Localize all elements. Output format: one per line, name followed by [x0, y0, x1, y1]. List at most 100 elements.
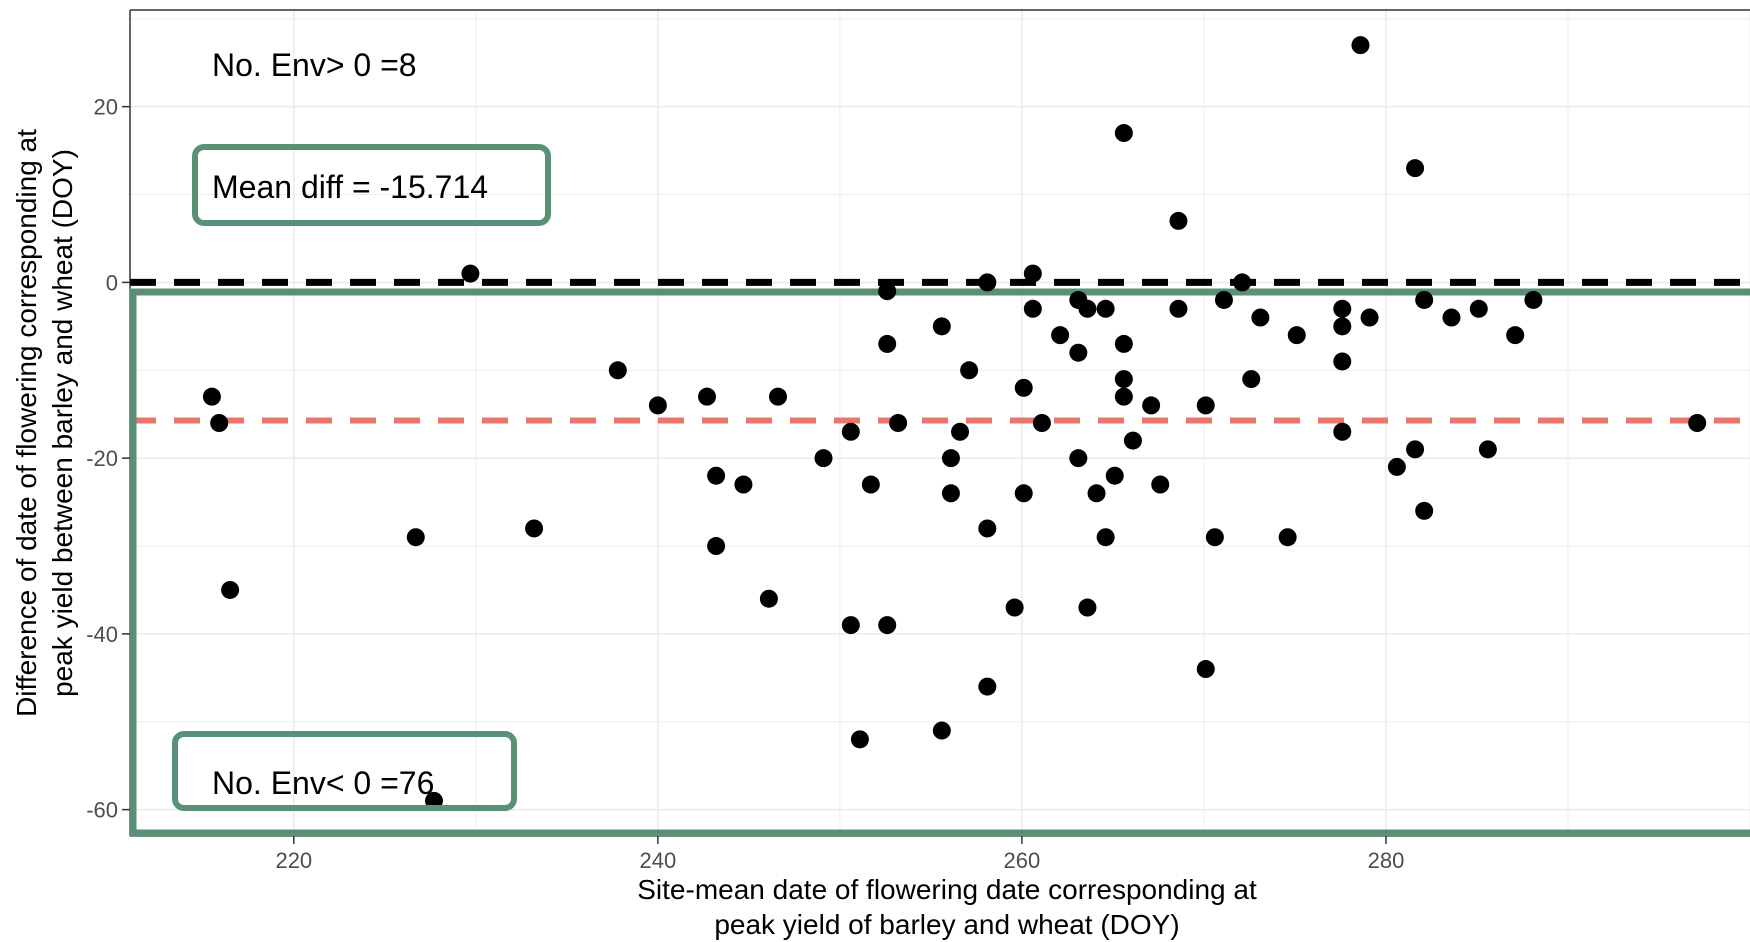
data-point — [1169, 211, 1188, 230]
data-point — [1078, 299, 1097, 318]
data-point — [1032, 414, 1051, 432]
data-point — [1014, 378, 1033, 397]
data-point — [1387, 457, 1406, 476]
data-point — [1287, 326, 1306, 345]
data-point — [1023, 264, 1042, 283]
x-tick-label: 240 — [640, 848, 677, 873]
data-point — [1169, 299, 1188, 318]
y-tick-label: 20 — [94, 95, 118, 120]
data-point — [814, 449, 833, 468]
data-point — [769, 387, 787, 406]
data-point — [759, 589, 778, 608]
data-point — [202, 387, 221, 406]
annotation-env-below: No. Env< 0 =76 — [212, 765, 434, 801]
data-point — [1406, 159, 1425, 178]
data-point — [1233, 273, 1252, 292]
grid-lines — [130, 10, 1750, 836]
y-axis-ticks: 20 0 -20 -40 -60 — [86, 95, 130, 823]
data-point — [1251, 308, 1270, 327]
data-point — [1478, 440, 1497, 459]
data-point — [1242, 370, 1261, 389]
data-point — [960, 361, 979, 380]
data-point — [1351, 36, 1370, 55]
data-point — [850, 730, 869, 749]
x-tick-label: 280 — [1368, 848, 1405, 873]
y-tick-label: 0 — [106, 270, 118, 295]
y-axis-title-line-2: peak yield between barley and wheat (DOY… — [47, 149, 78, 697]
data-point — [1196, 396, 1215, 415]
data-point — [608, 361, 627, 380]
data-point — [1051, 326, 1070, 345]
mean-diff-box — [192, 144, 551, 226]
data-point — [1415, 501, 1434, 520]
data-point — [221, 580, 240, 599]
data-point — [1114, 334, 1133, 353]
data-point — [1469, 299, 1488, 318]
y-tick-label: -20 — [86, 446, 118, 471]
data-point — [707, 537, 726, 556]
data-point — [1014, 484, 1033, 503]
data-point — [1069, 343, 1088, 362]
annotation-mean-diff: Mean diff = -15.714 — [212, 169, 488, 205]
data-point — [1333, 299, 1352, 318]
data-point — [1142, 396, 1161, 415]
x-tick-label: 220 — [275, 848, 312, 873]
data-point — [1105, 466, 1124, 485]
data-point — [648, 396, 667, 415]
data-point — [1442, 308, 1461, 327]
data-point — [878, 282, 897, 301]
data-point — [1214, 290, 1233, 309]
data-point — [978, 273, 997, 292]
data-point — [1151, 475, 1170, 494]
data-point — [525, 519, 544, 538]
data-point — [1114, 387, 1133, 406]
data-point — [1069, 449, 1088, 468]
data-point — [941, 449, 960, 468]
data-point — [1096, 528, 1115, 547]
data-point — [932, 317, 951, 336]
data-point — [1333, 422, 1352, 441]
data-point — [841, 422, 860, 441]
x-axis-title-line-2: peak yield of barley and wheat (DOY) — [714, 909, 1179, 940]
data-point — [1196, 660, 1215, 679]
data-point — [1360, 308, 1379, 327]
y-axis-title-line-1: Difference of date of flowering correspo… — [11, 129, 42, 717]
data-point — [932, 721, 951, 740]
data-point — [951, 422, 970, 441]
y-tick-label: -60 — [86, 798, 118, 823]
data-point — [878, 334, 897, 353]
data-point — [1205, 528, 1224, 547]
data-point — [1278, 528, 1297, 547]
data-point — [1333, 352, 1352, 371]
data-points — [202, 36, 1707, 810]
x-axis-title-line-1: Site-mean date of flowering date corresp… — [637, 874, 1257, 905]
data-point — [1123, 431, 1142, 450]
data-point — [1415, 290, 1434, 309]
data-point — [698, 387, 717, 406]
data-point — [734, 475, 753, 494]
data-point — [1506, 326, 1525, 345]
y-tick-label: -40 — [86, 622, 118, 647]
data-point — [1096, 299, 1115, 318]
x-axis-ticks: 220 240 260 280 — [275, 836, 1404, 873]
data-point — [978, 677, 997, 696]
data-point — [1005, 598, 1024, 617]
data-point — [841, 616, 860, 635]
data-point — [1688, 414, 1707, 432]
data-point — [1078, 598, 1097, 617]
data-point — [210, 414, 229, 432]
data-point — [461, 264, 480, 283]
data-point — [878, 616, 897, 635]
data-point — [861, 475, 880, 494]
data-point — [941, 484, 960, 503]
data-point — [978, 519, 997, 538]
data-point — [1333, 317, 1352, 336]
data-point — [1406, 440, 1425, 459]
below-zero-highlight-box — [129, 288, 1750, 837]
data-point — [707, 466, 726, 485]
data-point — [1087, 484, 1106, 503]
x-tick-label: 260 — [1004, 848, 1041, 873]
data-point — [1114, 370, 1133, 389]
data-point — [889, 414, 908, 432]
